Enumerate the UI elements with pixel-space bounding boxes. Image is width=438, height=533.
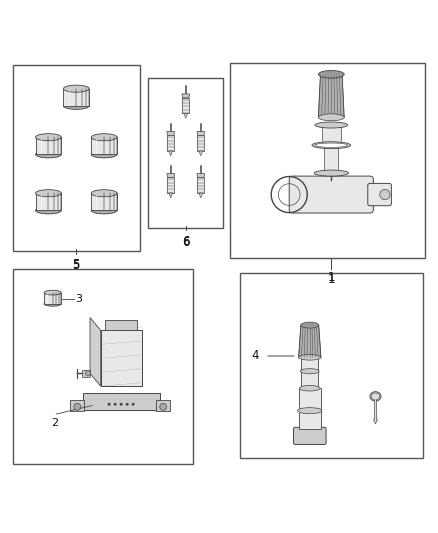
Text: 5: 5 [73, 259, 80, 271]
Ellipse shape [64, 85, 89, 92]
FancyBboxPatch shape [293, 427, 326, 445]
Ellipse shape [35, 134, 61, 141]
Polygon shape [182, 94, 190, 98]
Bar [167, 177, 174, 193]
Bar [240, 273, 423, 457]
Bar [197, 177, 204, 193]
Bar [325, 145, 338, 173]
Polygon shape [299, 325, 321, 357]
Bar [105, 320, 137, 330]
Circle shape [132, 403, 134, 406]
Ellipse shape [35, 190, 61, 197]
Polygon shape [373, 419, 378, 424]
Circle shape [114, 403, 117, 406]
Bar [148, 78, 223, 228]
Ellipse shape [318, 70, 344, 78]
Bar [197, 135, 204, 151]
Bar [82, 370, 90, 377]
Ellipse shape [312, 142, 350, 149]
Text: 6: 6 [182, 236, 190, 248]
Polygon shape [199, 193, 203, 198]
Circle shape [85, 371, 90, 376]
Text: 2: 2 [51, 418, 58, 429]
Polygon shape [91, 137, 117, 155]
Ellipse shape [44, 290, 61, 295]
Text: 4: 4 [251, 350, 259, 362]
Polygon shape [169, 193, 173, 198]
Polygon shape [74, 406, 160, 410]
Circle shape [126, 403, 128, 406]
Ellipse shape [315, 143, 348, 147]
Circle shape [160, 403, 166, 410]
Bar [13, 64, 140, 252]
Polygon shape [91, 193, 117, 211]
Ellipse shape [371, 393, 380, 400]
Polygon shape [199, 151, 203, 156]
Bar [230, 62, 425, 258]
Ellipse shape [91, 151, 117, 158]
Ellipse shape [91, 190, 117, 197]
Polygon shape [35, 193, 61, 211]
Polygon shape [35, 137, 61, 155]
Circle shape [74, 403, 81, 410]
Ellipse shape [91, 134, 117, 141]
Bar [156, 400, 170, 411]
Bar [322, 125, 341, 145]
Ellipse shape [300, 369, 319, 374]
Bar [101, 330, 141, 386]
Polygon shape [44, 293, 61, 304]
Bar [13, 269, 193, 464]
Ellipse shape [297, 408, 322, 414]
Ellipse shape [35, 207, 61, 214]
Polygon shape [197, 132, 205, 135]
Ellipse shape [370, 392, 381, 401]
FancyBboxPatch shape [368, 183, 392, 206]
Circle shape [108, 403, 110, 406]
Polygon shape [167, 132, 175, 135]
Polygon shape [167, 174, 175, 177]
Text: 5: 5 [73, 259, 80, 272]
Polygon shape [90, 318, 101, 386]
Ellipse shape [301, 322, 319, 328]
Ellipse shape [300, 385, 320, 391]
Polygon shape [184, 113, 187, 118]
Bar [301, 357, 318, 388]
Polygon shape [197, 174, 205, 177]
Bar [82, 393, 160, 410]
Bar [167, 135, 174, 151]
Bar [71, 400, 84, 411]
Ellipse shape [318, 114, 344, 121]
Text: 6: 6 [182, 235, 190, 248]
Circle shape [380, 189, 390, 200]
Circle shape [120, 403, 123, 406]
Ellipse shape [44, 302, 61, 306]
Ellipse shape [299, 354, 321, 360]
Ellipse shape [315, 122, 348, 128]
Ellipse shape [314, 170, 349, 176]
Text: 1: 1 [328, 271, 335, 284]
Text: 3: 3 [75, 294, 82, 304]
Polygon shape [318, 77, 344, 117]
Bar [182, 98, 189, 113]
Ellipse shape [64, 102, 89, 109]
Polygon shape [64, 88, 89, 106]
Ellipse shape [91, 207, 117, 214]
Polygon shape [169, 151, 173, 156]
FancyBboxPatch shape [289, 176, 373, 213]
Text: 1: 1 [328, 273, 335, 286]
Ellipse shape [35, 151, 61, 158]
Bar [299, 388, 321, 429]
